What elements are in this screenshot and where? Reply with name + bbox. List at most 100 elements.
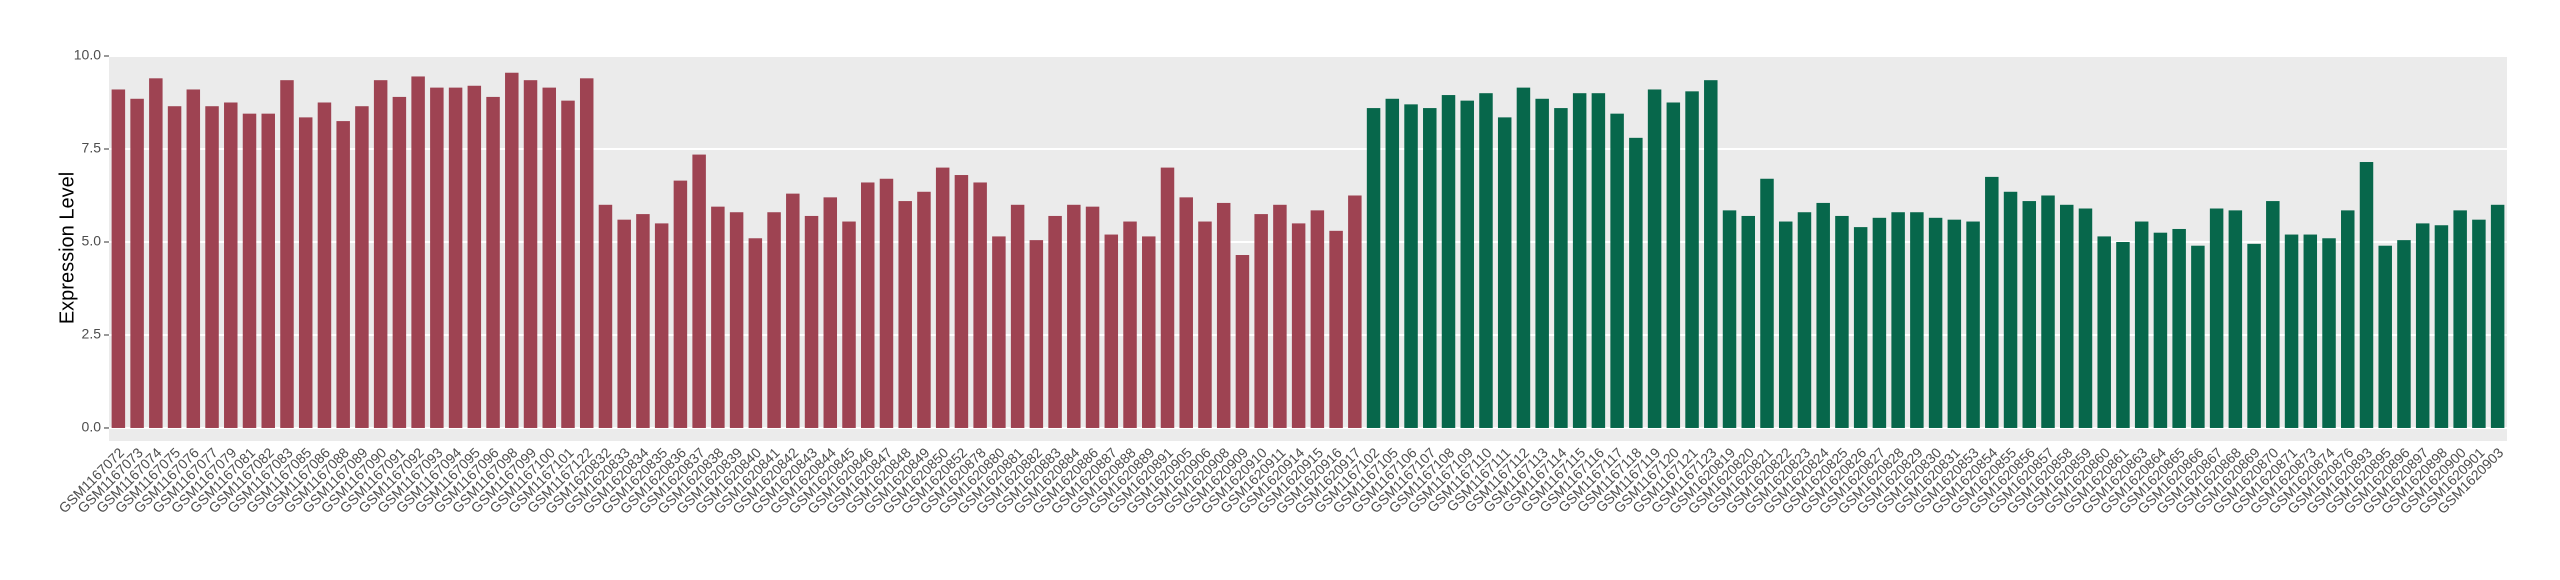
bar (2284, 234, 2299, 428)
bar (224, 102, 238, 428)
bar (1966, 221, 1980, 428)
bar (1273, 204, 1287, 428)
bar (1778, 221, 1793, 428)
bar (2378, 245, 2392, 428)
bar (711, 206, 725, 428)
bar (2415, 223, 2430, 428)
bar (486, 96, 500, 428)
bar (411, 76, 425, 428)
bar (373, 80, 388, 428)
y-tick-label: 5.0 (82, 233, 102, 249)
bar (786, 193, 800, 428)
bar (954, 175, 969, 428)
bar (879, 178, 894, 428)
bar (2228, 210, 2243, 428)
bar (1835, 215, 1849, 428)
bar (579, 78, 594, 428)
bar (1291, 223, 1306, 428)
bar (2153, 232, 2168, 428)
bar (1460, 100, 1474, 428)
bar (448, 87, 463, 428)
bar (2490, 204, 2505, 428)
bar (917, 191, 931, 428)
bar (2303, 234, 2318, 428)
bar (467, 85, 482, 428)
bar (654, 223, 669, 428)
bar (1872, 217, 1887, 428)
bar (2172, 228, 2186, 428)
bar (1591, 93, 1606, 428)
bar (280, 80, 294, 428)
bar (1029, 240, 1044, 428)
bar (1441, 95, 1456, 428)
bar (1123, 221, 1137, 428)
bar (2059, 204, 2074, 428)
bar (1647, 89, 1662, 428)
bar (2397, 240, 2411, 428)
bar (1516, 87, 1531, 428)
bar (935, 167, 950, 428)
bar (317, 102, 332, 428)
bar (1423, 108, 1437, 428)
bar (1947, 219, 1962, 428)
bar (542, 87, 557, 428)
bar (355, 106, 369, 428)
bar (2116, 241, 2130, 428)
bar (1067, 204, 1081, 428)
bar (2359, 162, 2374, 428)
bar (186, 89, 201, 428)
bar (1216, 202, 1231, 428)
bar (842, 221, 856, 428)
bar (2247, 243, 2261, 428)
bar (2266, 201, 2280, 428)
bar (1179, 197, 1193, 428)
bar (1816, 202, 1830, 428)
bar (2434, 225, 2449, 428)
bar (1235, 255, 1250, 428)
bar (2209, 208, 2224, 428)
bar (336, 121, 350, 428)
bar (1629, 137, 1643, 428)
bar (860, 182, 875, 428)
bar (1666, 102, 1681, 428)
y-tick-label: 10.0 (74, 47, 101, 63)
bar (1497, 117, 1512, 428)
bar (261, 113, 275, 428)
bar (1760, 178, 1774, 428)
bar (748, 238, 763, 428)
bar (242, 113, 257, 428)
bar (692, 154, 706, 428)
bar (1479, 93, 1493, 428)
bar (2041, 195, 2055, 428)
bar (823, 197, 838, 428)
bar (2134, 221, 2149, 428)
bar (1535, 98, 1549, 428)
bar (1722, 210, 1737, 428)
bar (1329, 230, 1343, 428)
bar (1853, 227, 1868, 428)
bar (1610, 113, 1624, 428)
bar (2453, 210, 2467, 428)
bar (2472, 219, 2486, 428)
bar (1310, 210, 1325, 428)
bar (1385, 98, 1400, 428)
bar (1554, 108, 1568, 428)
bar (729, 212, 744, 428)
bar (1572, 93, 1587, 428)
bar (673, 180, 688, 428)
bar (1348, 195, 1362, 428)
bar (1910, 212, 1924, 428)
y-tick-label: 0.0 (82, 419, 102, 435)
bar (130, 98, 144, 428)
bar (505, 72, 519, 428)
bar (1704, 80, 1718, 428)
bar (1741, 215, 1756, 428)
bar (561, 100, 575, 428)
bar (205, 106, 219, 428)
bar (617, 219, 631, 428)
bar (2097, 236, 2111, 428)
bar (1085, 206, 1100, 428)
y-tick-label: 7.5 (82, 140, 102, 156)
y-axis-label: Expression Level (56, 172, 78, 324)
